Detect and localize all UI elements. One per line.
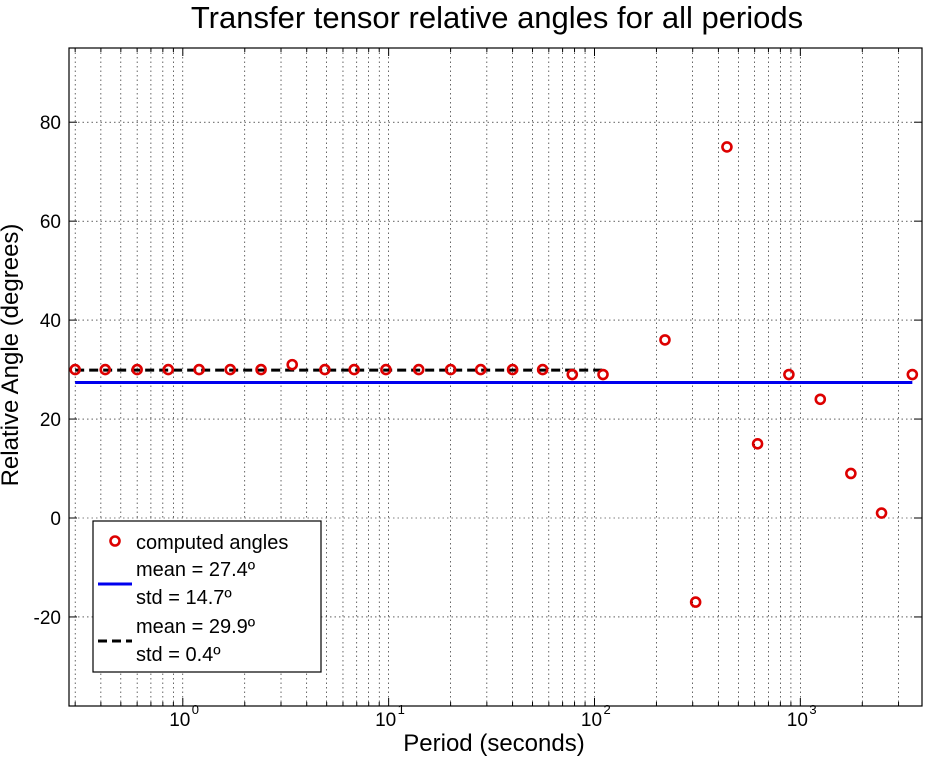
data-point (474, 363, 487, 376)
x-tick-label: 10 (375, 710, 396, 731)
data-point (906, 368, 919, 381)
data-point (348, 363, 360, 376)
legend-label: mean = 27.4º (136, 559, 256, 581)
legend-label-line2: std = 0.4º (136, 644, 221, 666)
y-tick-label: 40 (40, 311, 61, 332)
data-point (412, 363, 425, 376)
y-tick-label: 0 (50, 509, 61, 530)
x-axis-label: Period (seconds) (403, 730, 584, 757)
data-point (131, 363, 143, 376)
legend-marker-icon (109, 535, 121, 547)
x-tick-exponent: 2 (603, 702, 610, 717)
chart-title: Transfer tensor relative angles for all … (191, 0, 803, 35)
x-tick-label: 10 (169, 710, 190, 731)
data-point (506, 363, 519, 376)
data-point (319, 363, 331, 376)
data-point (69, 363, 81, 376)
data-point (99, 363, 112, 376)
data-point (689, 596, 702, 608)
legend-label: mean = 29.9º (136, 616, 256, 638)
data-point (845, 467, 857, 480)
x-tick-label: 10 (787, 710, 808, 731)
data-point (162, 363, 175, 376)
x-tick-exponent: 3 (809, 702, 816, 717)
legend-label-line2: std = 14.7º (136, 587, 232, 609)
data-point (783, 368, 795, 381)
data-point (814, 393, 827, 406)
plot-series (69, 141, 919, 608)
data-point (380, 363, 392, 376)
data-point (597, 368, 609, 381)
data-point (536, 363, 549, 376)
legend: computed angles mean = 27.4º std = 14.7º me… (92, 520, 322, 673)
y-tick-label: 80 (40, 113, 61, 134)
y-tick-label: 60 (40, 212, 61, 233)
data-point (875, 507, 888, 519)
y-tick-label: -20 (34, 608, 61, 629)
y-axis-label: Relative Angle (degrees) (0, 224, 24, 487)
x-tick-exponent: 1 (398, 702, 405, 717)
legend-box (92, 520, 322, 673)
x-tick-exponent: 0 (192, 702, 199, 717)
data-point (224, 363, 237, 376)
data-point (286, 358, 299, 371)
data-point (193, 363, 205, 376)
data-point (751, 437, 764, 450)
data-point (721, 141, 733, 153)
x-tick-label: 10 (581, 710, 602, 731)
y-tick-label: 20 (40, 410, 61, 431)
data-point (659, 334, 671, 346)
grid (69, 48, 922, 706)
data-point (444, 363, 457, 376)
plot-area-frame (68, 47, 923, 707)
data-point (566, 368, 579, 381)
legend-label: computed angles (136, 532, 288, 554)
data-point (255, 363, 267, 376)
